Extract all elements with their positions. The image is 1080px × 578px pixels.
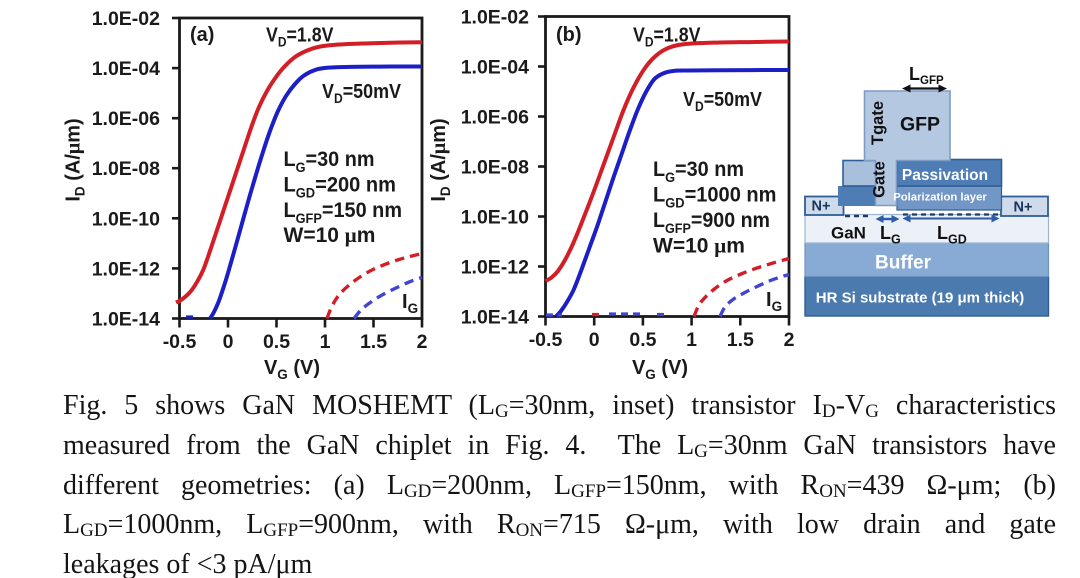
svg-text:HR Si substrate (19 μm thick): HR Si substrate (19 μm thick) [816,290,1024,307]
svg-text:ID (A/μm): ID (A/μm) [63,118,88,201]
svg-text:1: 1 [320,331,331,353]
svg-text:LGD=200 nm: LGD=200 nm [284,174,397,201]
svg-text:0: 0 [223,331,234,353]
svg-text:LGFP=900 nm: LGFP=900 nm [653,209,770,236]
svg-text:1.0E-06: 1.0E-06 [92,108,160,130]
svg-text:1.0E-04: 1.0E-04 [92,58,160,80]
svg-text:1.0E-10: 1.0E-10 [92,208,160,230]
svg-text:LGFP: LGFP [909,64,944,87]
svg-text:1.0E-08: 1.0E-08 [461,157,529,179]
svg-text:1.0E-14: 1.0E-14 [92,309,160,331]
svg-text:VD=1.8V: VD=1.8V [633,25,701,50]
svg-text:0.5: 0.5 [629,329,656,351]
svg-text:1.0E-12: 1.0E-12 [92,258,160,280]
svg-text:Passivation: Passivation [902,167,988,184]
svg-text:0.5: 0.5 [263,331,290,353]
svg-text:1.5: 1.5 [360,331,387,353]
svg-text:LG=30 nm: LG=30 nm [284,148,375,175]
svg-text:LGD=1000 nm: LGD=1000 nm [653,184,777,211]
svg-text:-0.5: -0.5 [529,329,563,351]
svg-text:IG: IG [766,289,782,314]
svg-text:1.0E-12: 1.0E-12 [461,257,529,279]
svg-text:N+: N+ [1014,200,1033,216]
svg-text:1.0E-06: 1.0E-06 [461,107,529,129]
svg-text:ID (A/μm): ID (A/μm) [428,118,453,201]
svg-text:Gate: Gate [871,161,889,198]
svg-text:1.0E-04: 1.0E-04 [461,57,529,79]
svg-text:VG (V): VG (V) [632,357,688,382]
svg-text:2: 2 [784,329,795,351]
svg-text:IG: IG [402,291,418,316]
svg-text:N+: N+ [812,199,831,215]
svg-text:LG=30 nm: LG=30 nm [653,158,744,185]
svg-text:VD=1.8V: VD=1.8V [266,25,334,50]
svg-text:GFP: GFP [900,114,940,136]
svg-text:1.0E-02: 1.0E-02 [461,7,529,29]
svg-text:1: 1 [686,329,697,351]
svg-text:VD=50mV: VD=50mV [683,89,763,114]
svg-text:LGFP=150 nm: LGFP=150 nm [284,199,403,226]
svg-text:Buffer: Buffer [875,253,932,274]
svg-text:W=10 μm: W=10 μm [284,223,376,247]
svg-text:Polarization layer: Polarization layer [893,192,987,204]
svg-text:(b): (b) [556,24,582,46]
svg-text:1.5: 1.5 [727,329,754,351]
svg-text:1.0E-08: 1.0E-08 [92,158,160,180]
svg-text:W=10 μm: W=10 μm [653,234,745,258]
svg-text:0: 0 [589,329,600,351]
svg-text:-0.5: -0.5 [163,331,197,353]
svg-text:VD=50mV: VD=50mV [322,81,402,106]
svg-text:1.0E-02: 1.0E-02 [92,8,160,30]
svg-text:VG (V): VG (V) [264,357,320,382]
svg-text:(a): (a) [190,24,214,46]
svg-text:1.0E-14: 1.0E-14 [461,307,529,329]
svg-text:1.0E-10: 1.0E-10 [461,207,529,229]
svg-text:Tgate: Tgate [869,101,887,145]
svg-text:GaN: GaN [831,224,866,243]
svg-text:2: 2 [417,331,428,353]
